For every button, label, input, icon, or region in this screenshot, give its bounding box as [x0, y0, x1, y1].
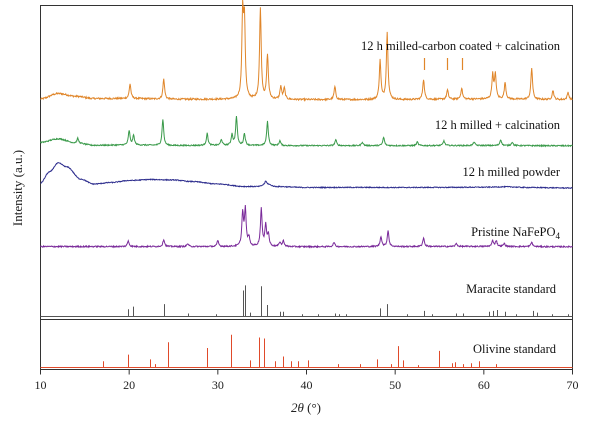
- series-1: [40, 0, 573, 103]
- x-tick-label: 40: [301, 378, 313, 392]
- series-label-subscript: 4: [556, 231, 561, 241]
- x-axis-unit: (°): [304, 400, 321, 415]
- series-label: Maracite standard: [466, 282, 557, 296]
- series-line: [40, 115, 573, 148]
- series-3: [40, 162, 573, 190]
- series-line: [40, 162, 573, 190]
- x-tick-label: 10: [35, 378, 47, 392]
- series-layer: [40, 0, 573, 368]
- x-tick-label: 60: [478, 378, 490, 392]
- x-ticks: 10 20 30 40 50 60 70: [35, 369, 579, 392]
- x-axis-symbol: 2θ: [291, 400, 305, 415]
- series-line: [40, 0, 573, 103]
- series-5: [40, 285, 573, 317]
- series-2: [40, 115, 573, 148]
- series-label: 12 h milled-carbon coated + calcination: [361, 39, 561, 53]
- series-labels: 12 h milled-carbon coated + calcination 1…: [361, 39, 561, 356]
- series-label: 12 h milled powder: [462, 165, 560, 179]
- x-tick-label: 20: [123, 378, 135, 392]
- series-line: [40, 204, 573, 249]
- series-label: Pristine NaFePO4: [471, 225, 560, 241]
- series-4: [40, 204, 573, 249]
- x-tick-label: 70: [567, 378, 579, 392]
- series-label-main: Pristine NaFePO: [471, 225, 555, 239]
- y-axis-title: Intensity (a.u.): [10, 150, 25, 226]
- series-label: Olivine standard: [473, 342, 557, 356]
- x-axis-title: 2θ (°): [291, 400, 321, 415]
- x-tick-label: 50: [389, 378, 401, 392]
- series-label: 12 h milled + calcination: [435, 118, 561, 132]
- x-tick-label: 30: [212, 378, 224, 392]
- series-6: [40, 334, 573, 368]
